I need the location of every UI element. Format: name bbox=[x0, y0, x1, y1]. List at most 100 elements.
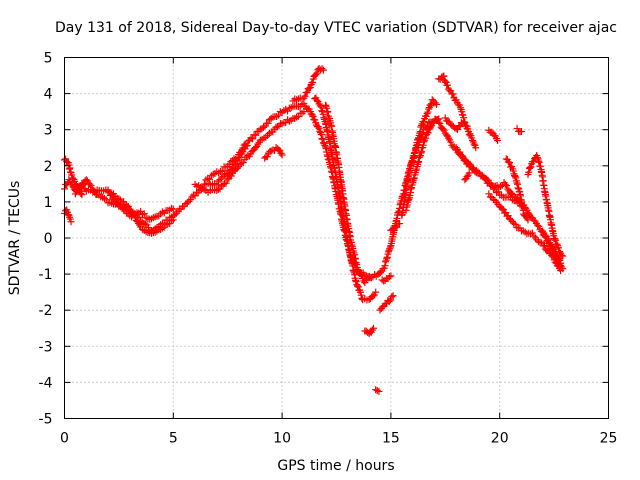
data-point bbox=[524, 216, 532, 224]
data-point bbox=[369, 324, 377, 332]
data-point bbox=[313, 96, 321, 104]
data-point bbox=[545, 239, 553, 247]
data-point bbox=[554, 244, 562, 252]
data-point bbox=[241, 140, 249, 148]
data-point bbox=[316, 127, 324, 135]
data-point bbox=[463, 122, 471, 130]
data-point bbox=[90, 187, 98, 195]
data-point bbox=[508, 189, 516, 197]
data-point bbox=[472, 144, 480, 152]
data-point bbox=[530, 232, 538, 240]
x-tick-label: 5 bbox=[169, 431, 178, 447]
data-point bbox=[120, 205, 128, 213]
data-point bbox=[525, 164, 533, 172]
data-point bbox=[386, 296, 394, 304]
x-tick-label: 20 bbox=[491, 431, 509, 447]
data-point bbox=[317, 103, 325, 111]
data-point bbox=[422, 134, 430, 142]
data-point bbox=[458, 108, 466, 116]
y-tick-label: 2 bbox=[44, 159, 53, 175]
data-point bbox=[67, 218, 75, 226]
data-point bbox=[485, 190, 493, 198]
data-point bbox=[319, 110, 327, 118]
data-point bbox=[541, 233, 549, 241]
data-point bbox=[264, 119, 272, 127]
data-point bbox=[372, 288, 380, 296]
data-point bbox=[510, 219, 518, 227]
data-point bbox=[424, 108, 432, 116]
data-point bbox=[278, 151, 286, 159]
data-point bbox=[503, 182, 511, 190]
data-point bbox=[68, 171, 76, 179]
data-point bbox=[216, 176, 224, 184]
data-point bbox=[501, 180, 509, 188]
data-points bbox=[61, 65, 567, 395]
data-point bbox=[104, 187, 112, 195]
data-point bbox=[511, 220, 519, 228]
data-point bbox=[352, 278, 360, 286]
data-point bbox=[452, 96, 460, 104]
y-tick-label: 5 bbox=[44, 51, 53, 67]
data-point bbox=[108, 191, 116, 199]
x-tick-label: 10 bbox=[273, 431, 291, 447]
data-point bbox=[431, 99, 439, 107]
x-tick-label: 15 bbox=[382, 431, 400, 447]
data-point bbox=[455, 123, 463, 131]
x-tick-labels: 0 5 10 15 20 25 bbox=[60, 431, 617, 447]
x-axis-label: GPS time / hours bbox=[277, 458, 394, 474]
axis-ticks bbox=[64, 57, 609, 419]
data-point bbox=[526, 164, 534, 172]
data-point bbox=[535, 158, 543, 166]
data-point bbox=[300, 108, 308, 116]
data-point bbox=[115, 195, 123, 203]
data-point bbox=[318, 107, 326, 115]
data-point bbox=[426, 101, 434, 109]
data-point bbox=[417, 121, 425, 129]
data-point bbox=[505, 159, 513, 167]
data-point bbox=[309, 78, 317, 86]
data-point bbox=[551, 251, 559, 259]
x-tick-label: 25 bbox=[600, 431, 618, 447]
data-point bbox=[433, 115, 441, 123]
y-tick-label: -2 bbox=[39, 303, 53, 319]
data-point bbox=[522, 212, 530, 220]
data-point bbox=[435, 115, 443, 123]
data-point bbox=[109, 194, 117, 202]
data-point bbox=[536, 162, 544, 170]
data-point bbox=[559, 252, 567, 260]
data-point bbox=[259, 123, 267, 131]
data-point bbox=[369, 292, 377, 300]
data-point bbox=[528, 229, 536, 237]
data-point bbox=[185, 197, 193, 205]
data-point bbox=[449, 90, 457, 98]
data-point bbox=[252, 131, 260, 139]
data-point bbox=[396, 220, 404, 228]
data-point bbox=[552, 236, 560, 244]
data-point bbox=[534, 221, 542, 229]
data-point bbox=[301, 92, 309, 100]
data-point bbox=[507, 216, 515, 224]
data-point bbox=[465, 159, 473, 167]
data-point bbox=[423, 110, 431, 118]
data-point bbox=[504, 212, 512, 220]
data-point bbox=[217, 174, 225, 182]
x-tick-label: 0 bbox=[60, 431, 69, 447]
data-point bbox=[277, 149, 285, 157]
data-point bbox=[230, 155, 238, 163]
data-point bbox=[249, 135, 257, 143]
data-point bbox=[553, 240, 561, 248]
data-point bbox=[525, 168, 533, 176]
data-point bbox=[141, 220, 149, 228]
data-point bbox=[466, 160, 474, 168]
y-tick-labels: -5 -4 -3 -2 -1 0 1 2 3 4 5 bbox=[39, 51, 53, 428]
data-point bbox=[354, 283, 362, 291]
data-point bbox=[376, 269, 384, 277]
data-point bbox=[456, 148, 464, 156]
data-point bbox=[540, 241, 548, 249]
data-point bbox=[494, 137, 502, 145]
data-point bbox=[504, 158, 512, 166]
data-point bbox=[303, 88, 311, 96]
data-point bbox=[319, 66, 327, 74]
